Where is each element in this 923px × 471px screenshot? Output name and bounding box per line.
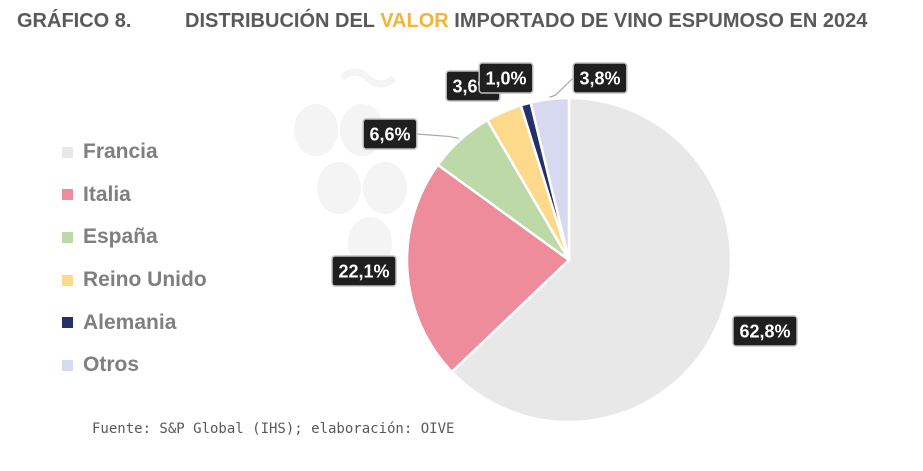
pie-slices [405,96,733,424]
watermark-logo [294,68,407,269]
data-label-text: 6,6% [369,125,410,145]
legend-label: Italia [83,182,131,206]
legend-swatch [62,189,73,201]
data-label-francia: 62,8% [732,315,798,347]
pie-slice-otros [529,96,571,262]
source-note: Fuente: S&P Global (IHS); elaboración: O… [92,421,455,437]
title-highlight: VALOR [380,10,449,32]
data-label-alemania: 1,0% [478,62,534,94]
legend-swatch [62,359,73,371]
legend-label: Otros [83,353,140,377]
legend-item-francia: Francia [62,131,207,174]
data-label-otros: 3,8% [572,62,628,94]
legend-item-otros: Otros [62,344,207,387]
legend-item-espana: España [62,216,207,259]
legend-swatch [62,317,73,329]
data-label-box [572,62,628,94]
legend-label: Alemania [83,310,177,334]
data-label-text: 62,8% [739,322,790,342]
legend-swatch [62,231,73,243]
data-label-box [732,315,798,347]
data-label-text: 3,8% [579,69,620,89]
legend-label: Reino Unido [83,268,207,292]
figure-label: GRÁFICO 8. [17,10,132,32]
data-labels: 62,8%22,1%6,6%3,6%1,0% 3,8% [331,62,798,347]
leader-line-espana [416,133,460,140]
chart-title: DISTRIBUCIÓN DEL VALOR IMPORTADO DE VINO… [185,10,867,33]
data-label-italia: 22,1% [331,255,397,287]
pie-slice-francia [450,96,733,424]
legend-label: Francia [83,140,158,164]
pie-slice-italia [405,163,571,374]
data-label-box [478,62,534,94]
data-label-text: 1,0% [485,69,526,89]
legend-swatch [62,274,73,286]
data-label-espana: 6,6% [362,118,418,150]
data-label-text: 22,1% [338,262,389,282]
data-label-box [331,255,397,287]
leader-line-otros [549,77,574,98]
chart-legend: Francia Italia España Reino Unido Alemania Ot… [62,131,207,387]
legend-item-reino-unido: Reino Unido [62,259,207,302]
legend-label: España [83,225,158,249]
legend-swatch [62,146,73,158]
chart-header: GRÁFICO 8. DISTRIBUCIÓN DEL VALOR IMPORT… [17,10,913,40]
legend-item-alemania: Alemania [62,301,207,344]
leader-lines [416,77,574,140]
data-label-box [362,118,418,150]
title-part-2: IMPORTADO DE VINO ESPUMOSO EN 2024 [448,10,868,32]
legend-item-italia: Italia [62,174,207,217]
title-part-1: DISTRIBUCIÓN DEL [185,10,381,32]
